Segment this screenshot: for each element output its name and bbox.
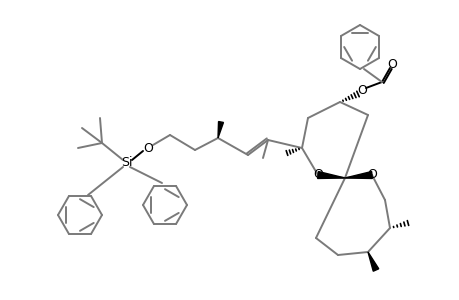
Text: O: O bbox=[313, 169, 322, 182]
Polygon shape bbox=[317, 172, 344, 178]
Polygon shape bbox=[344, 172, 372, 178]
Text: O: O bbox=[366, 169, 376, 182]
Text: O: O bbox=[386, 58, 396, 70]
Text: O: O bbox=[356, 83, 366, 97]
Text: O: O bbox=[143, 142, 152, 154]
Text: Si: Si bbox=[121, 157, 133, 169]
Polygon shape bbox=[367, 252, 378, 271]
Polygon shape bbox=[218, 122, 223, 138]
